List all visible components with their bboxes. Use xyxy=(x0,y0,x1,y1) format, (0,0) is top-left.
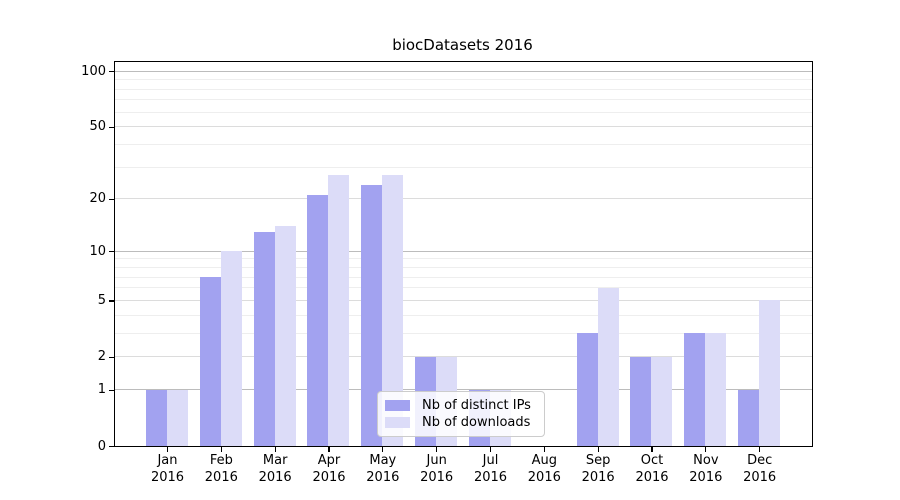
gridline xyxy=(115,126,812,128)
gridline xyxy=(115,258,812,260)
x-tick-mark xyxy=(489,446,492,452)
bar-downloads-oct xyxy=(651,356,673,446)
y-tick-label: 50 xyxy=(89,119,106,135)
y-tick-label: 20 xyxy=(89,191,106,207)
legend-swatch-downloads-icon xyxy=(385,417,410,428)
bar-ips-nov xyxy=(684,333,706,446)
x-tick-label: Nov 2016 xyxy=(689,453,723,485)
bar-downloads-jan xyxy=(167,389,188,446)
y-tick-label: 100 xyxy=(81,63,106,79)
gridline xyxy=(115,198,812,200)
x-tick-label: Jul 2016 xyxy=(473,453,508,485)
x-tick-label: Jan 2016 xyxy=(150,453,185,485)
y-tick-mark xyxy=(109,389,114,391)
legend-label-distinct-ips: Nb of distinct IPs xyxy=(422,398,531,413)
x-tick-label: Mar 2016 xyxy=(258,453,292,485)
y-tick-mark xyxy=(109,356,114,358)
y-tick-mark xyxy=(109,251,114,253)
bar-downloads-feb xyxy=(220,251,242,446)
gridline xyxy=(115,250,812,252)
x-tick-label: Dec 2016 xyxy=(743,453,777,485)
gridline xyxy=(115,287,812,289)
chart-title: biocDatasets 2016 xyxy=(392,36,533,54)
gridline xyxy=(115,79,812,81)
x-tick-label: Aug 2016 xyxy=(527,453,561,485)
x-tick-mark xyxy=(759,446,761,452)
y-tick-label: 2 xyxy=(97,349,106,365)
y-tick-label: 10 xyxy=(89,243,106,259)
x-tick-mark xyxy=(274,446,276,452)
plot-area: Nb of distinct IPs Nb of downloads xyxy=(114,61,813,447)
legend-label-downloads: Nb of downloads xyxy=(422,415,531,430)
gridline xyxy=(115,299,812,301)
gridline xyxy=(115,356,812,358)
gridline xyxy=(115,314,812,316)
gridline xyxy=(115,70,812,72)
bar-ips-dec xyxy=(738,389,760,446)
y-tick-label: 0 xyxy=(97,438,106,454)
x-tick-mark xyxy=(651,446,653,452)
y-tick-mark xyxy=(109,445,114,448)
legend-item-distinct-ips: Nb of distinct IPs xyxy=(385,397,536,414)
x-tick-mark xyxy=(543,446,545,452)
y-tick-mark xyxy=(109,126,114,128)
x-tick-label: Feb 2016 xyxy=(204,453,238,485)
gridline xyxy=(115,143,812,145)
y-tick-mark xyxy=(109,300,114,302)
bar-downloads-dec xyxy=(759,300,781,446)
x-tick-label: Sep 2016 xyxy=(581,453,615,485)
legend: Nb of distinct IPs Nb of downloads xyxy=(377,391,545,437)
y-tick-label: 1 xyxy=(97,382,106,398)
x-tick-label: Apr 2016 xyxy=(312,453,346,485)
gridline xyxy=(115,111,812,113)
x-tick-mark xyxy=(166,446,169,452)
gridline xyxy=(115,332,812,334)
x-tick-label: Jun 2016 xyxy=(420,453,454,485)
bar-ips-apr xyxy=(307,194,329,446)
bar-ips-sep xyxy=(576,333,598,446)
bar-ips-oct xyxy=(630,356,652,446)
x-tick-label: Oct 2016 xyxy=(635,453,669,485)
bar-downloads-nov xyxy=(705,333,727,446)
bar-downloads-apr xyxy=(328,175,350,446)
bar-downloads-mar xyxy=(274,226,296,446)
x-tick-mark xyxy=(597,446,599,452)
x-tick-mark xyxy=(436,446,438,452)
legend-swatch-distinct-ips-icon xyxy=(385,400,410,411)
bar-ips-may xyxy=(361,184,383,446)
gridline xyxy=(115,166,812,168)
gridline xyxy=(115,389,812,391)
gridline xyxy=(115,99,812,101)
legend-item-downloads: Nb of downloads xyxy=(385,414,536,431)
x-tick-mark xyxy=(328,446,330,452)
bar-ips-mar xyxy=(253,231,275,446)
x-tick-label: May 2016 xyxy=(366,453,400,485)
x-tick-mark xyxy=(220,446,222,452)
x-tick-mark xyxy=(382,446,384,452)
y-tick-mark xyxy=(109,198,114,200)
y-tick-label: 5 xyxy=(97,292,106,308)
gridline xyxy=(115,276,812,278)
gridline xyxy=(115,267,812,269)
bar-ips-feb xyxy=(199,277,221,446)
gridline xyxy=(115,88,812,90)
bar-downloads-may xyxy=(382,175,404,446)
bar-ips-jan xyxy=(146,389,167,446)
x-tick-mark xyxy=(705,446,707,452)
y-tick-mark xyxy=(109,71,114,73)
bar-downloads-sep xyxy=(597,287,619,446)
